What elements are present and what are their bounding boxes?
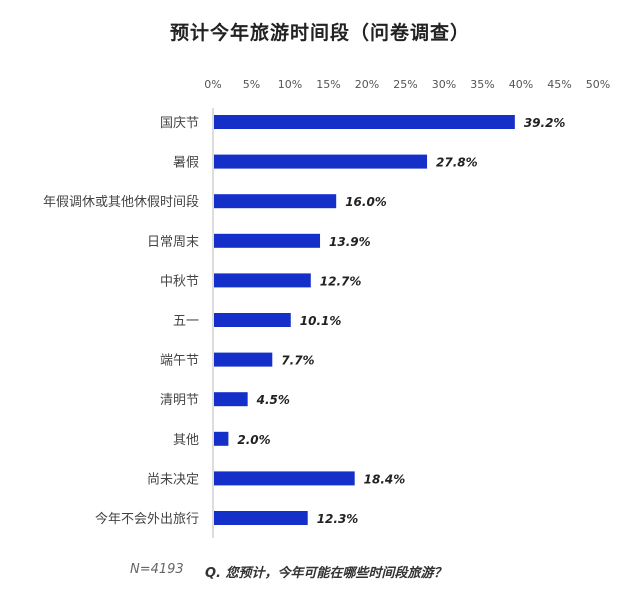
category-label: 年假调休或其他休假时间段 <box>43 195 199 210</box>
value-label: 27.8% <box>436 156 478 170</box>
category-label: 今年不会外出旅行 <box>95 511 199 527</box>
value-label: 10.1% <box>300 314 342 328</box>
chart-footer: N=4193 Q. 您预计，今年可能在哪些时间段旅游？ <box>0 562 640 586</box>
bar <box>214 273 311 288</box>
x-tick-label: 20% <box>355 78 379 91</box>
value-label: 12.3% <box>317 512 359 526</box>
chart-title: 预计今年旅游时间段（问卷调查） <box>169 22 470 44</box>
bar <box>214 431 229 446</box>
x-tick-label: 10% <box>278 78 302 91</box>
value-label: 2.0% <box>237 433 270 447</box>
value-label: 16.0% <box>345 195 387 209</box>
category-labels: 国庆节暑假年假调休或其他休假时间段日常周末中秋节五一端午节清明节其他尚未决定今年… <box>43 116 199 527</box>
x-tick-label: 50% <box>586 78 610 91</box>
x-tick-label: 0% <box>204 78 221 91</box>
category-label: 其他 <box>173 433 199 448</box>
category-label: 暑假 <box>173 156 199 171</box>
value-label: 4.5% <box>256 393 290 407</box>
category-label: 端午节 <box>160 354 199 369</box>
x-tick-label: 5% <box>243 78 260 91</box>
bar <box>214 233 321 248</box>
sample-size-note: N=4193 <box>130 562 184 577</box>
category-label: 清明节 <box>160 393 199 408</box>
value-label: 18.4% <box>364 472 406 486</box>
bars <box>214 115 515 525</box>
x-tick-label: 25% <box>393 78 417 91</box>
bar <box>214 352 273 367</box>
value-label: 13.9% <box>329 235 371 249</box>
bar <box>214 154 428 169</box>
bar <box>214 511 308 525</box>
bar-chart: 0% 5% 10% 15% 20% 25% 30% 35% 40% 45% 50% 国庆节暑假年假调… <box>43 78 610 538</box>
x-tick-label: 40% <box>509 78 533 91</box>
bar <box>214 194 337 209</box>
x-tick-label: 15% <box>316 78 340 91</box>
category-label: 尚未决定 <box>147 472 199 487</box>
bar <box>214 392 248 407</box>
x-tick-label: 45% <box>547 78 571 91</box>
category-label: 日常周末 <box>147 235 199 250</box>
category-label: 中秋节 <box>160 274 199 289</box>
value-label: 39.2% <box>524 116 566 130</box>
category-label: 五一 <box>173 314 199 329</box>
category-label: 国庆节 <box>160 116 199 131</box>
bar <box>214 471 355 486</box>
x-tick-label: 35% <box>470 78 494 91</box>
value-labels: 39.2% 27.8% 16.0% 13.9% 12.7% 10.1% 7.7% 4.5% 2.… <box>237 116 565 526</box>
bar <box>214 313 291 327</box>
bar <box>214 115 515 129</box>
x-tick-label: 30% <box>432 78 456 91</box>
value-label: 12.7% <box>320 274 362 288</box>
value-label: 7.7% <box>281 354 314 368</box>
survey-question: Q. 您预计，今年可能在哪些时间段旅游？ <box>205 566 447 581</box>
x-axis-ticks: 0% 5% 10% 15% 20% 25% 30% 35% 40% 45% 50% <box>204 78 610 91</box>
